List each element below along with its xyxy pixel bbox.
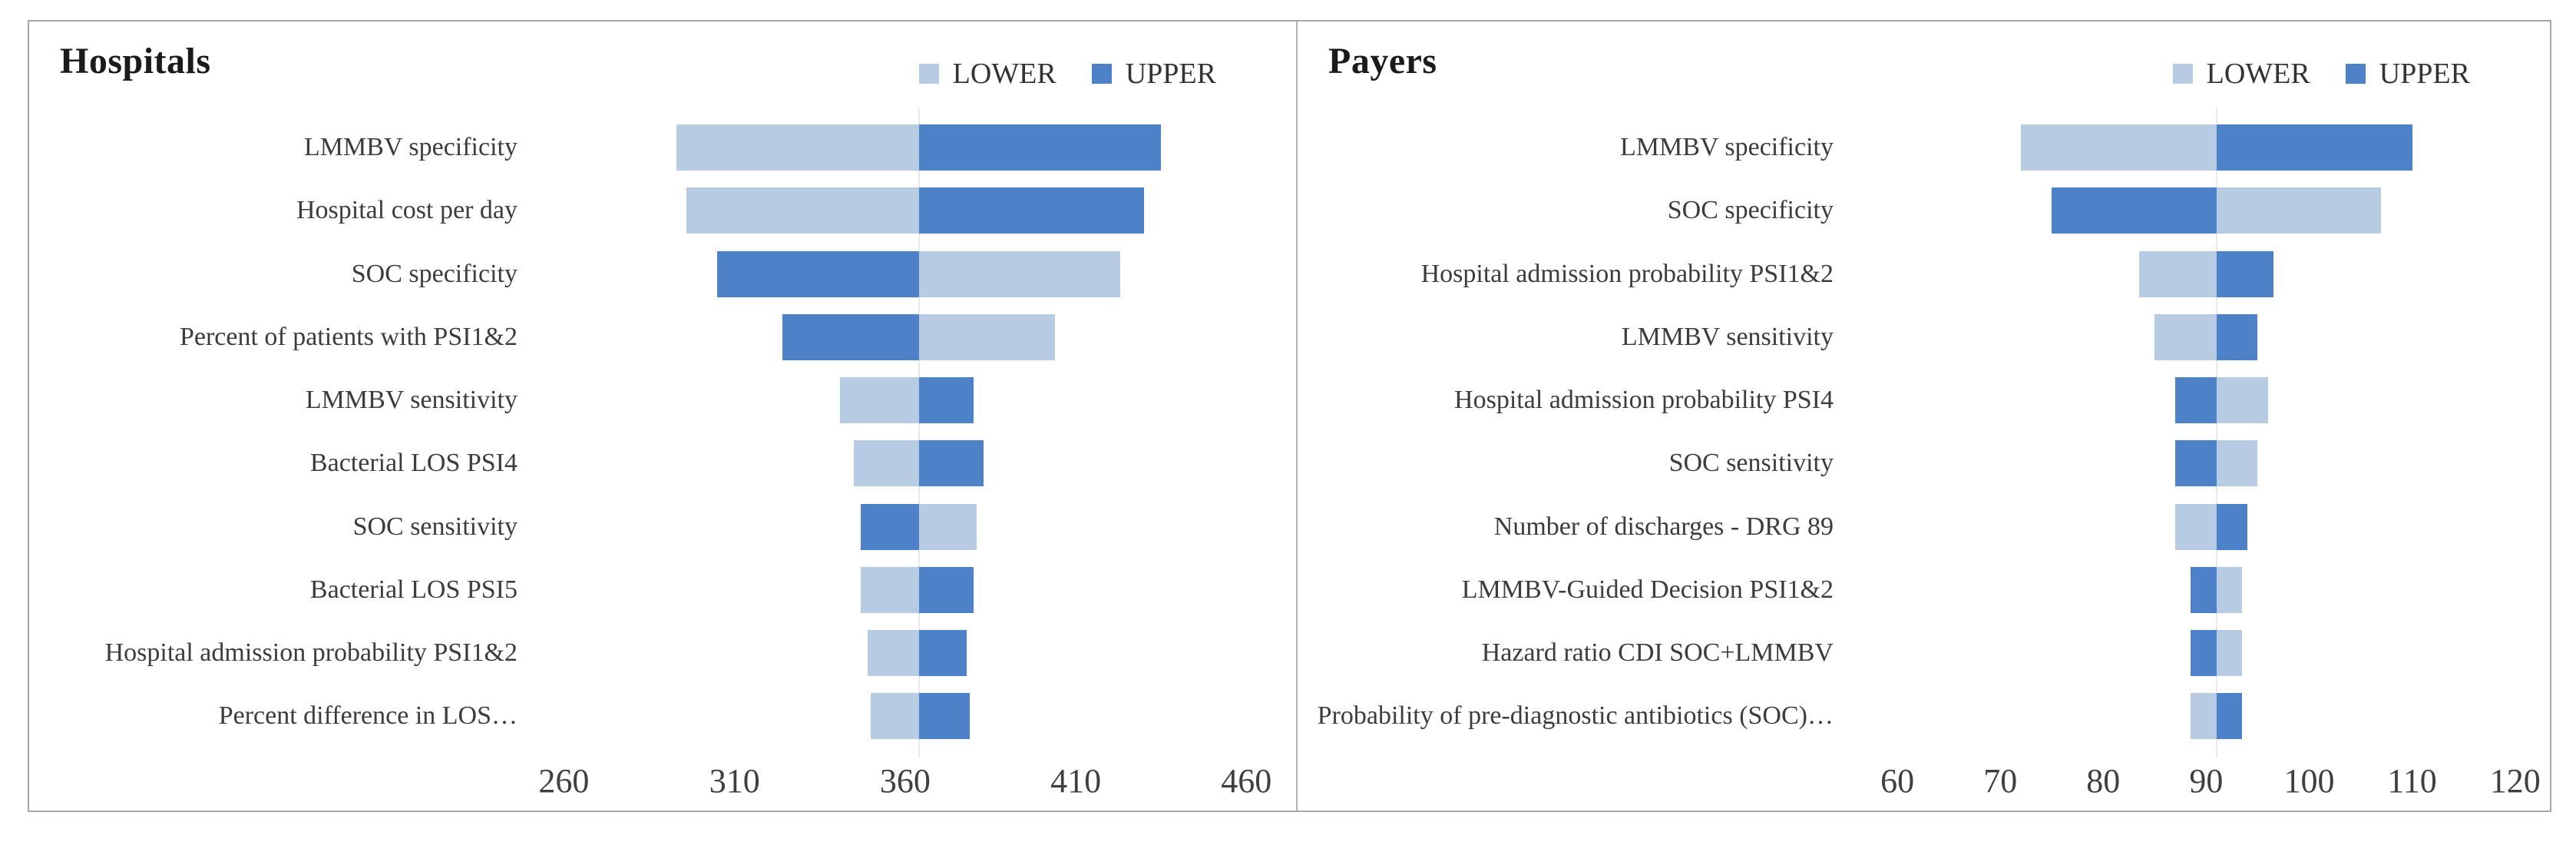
bar-segment-upper (2216, 124, 2412, 171)
category-label: Hospital cost per day (296, 196, 518, 225)
category-label: Hospital admission probability PSI1&2 (1420, 259, 1834, 288)
bar-segment-upper (2216, 503, 2247, 550)
tornado-figure: Hospitals LOWER UPPER LMMBV specificity H… (28, 20, 2551, 812)
bar-segment-lower (2216, 566, 2243, 613)
base-value-gridline (918, 108, 920, 758)
axis-tick-label: 460 (1221, 762, 1272, 800)
bar-segment-upper (2191, 566, 2217, 613)
axis-tick-label: 70 (1983, 762, 2018, 800)
axis-tick-label: 100 (2283, 762, 2335, 800)
category-label: SOC specificity (351, 259, 518, 288)
panel-title-hospitals: Hospitals (60, 41, 211, 81)
category-label: Probability of pre-diagnostic antibiotic… (1317, 701, 1834, 731)
bar-segment-lower (918, 503, 977, 550)
category-label: LMMBV specificity (304, 133, 518, 161)
category-label: LMMBV-Guided Decision PSI1&2 (1461, 575, 1834, 604)
bar-segment-lower (2216, 377, 2268, 423)
axis-tick-label: 110 (2387, 762, 2437, 800)
bar-segment-upper (717, 250, 919, 297)
bar-segment-upper (861, 503, 919, 550)
bar-segment-lower (918, 313, 1056, 360)
legend-entry-lower: LOWER (2172, 57, 2310, 91)
legend-entry-lower: LOWER (918, 57, 1057, 91)
category-label: SOC specificity (1667, 196, 1834, 225)
bar-segment-upper (2175, 440, 2217, 487)
upper-swatch-icon (1091, 64, 1112, 84)
bar-segment-lower (2216, 630, 2243, 676)
category-label: LMMBV sensitivity (1621, 322, 1834, 351)
bar-segment-lower (854, 440, 919, 487)
legend-entry-upper: UPPER (2345, 57, 2470, 91)
bar-segment-lower (686, 187, 919, 234)
bar-segment-upper (782, 313, 919, 360)
lower-swatch-icon (2172, 64, 2193, 84)
bar-segment-upper (918, 693, 971, 740)
axis-tick-label: 120 (2489, 762, 2541, 800)
category-label: Percent difference in LOS… (218, 701, 518, 731)
bar-segment-upper (918, 440, 984, 487)
category-label: LMMBV sensitivity (305, 386, 518, 414)
axis-tick-label: 310 (709, 762, 760, 800)
category-label: SOC sensitivity (352, 512, 518, 541)
legend-hospitals: LOWER UPPER (918, 57, 1216, 91)
axis-tick-label: 260 (538, 762, 590, 800)
legend-label-lower: LOWER (2206, 58, 2310, 90)
legend-payers: LOWER UPPER (2172, 57, 2470, 91)
axis-tick-label: 360 (879, 762, 931, 800)
bar-segment-lower (868, 630, 919, 676)
axis-tick-label: 60 (1880, 762, 1915, 800)
category-label: Percent of patients with PSI1&2 (179, 322, 518, 351)
bar-segment-lower (2175, 503, 2217, 550)
bar-segment-upper (2216, 250, 2273, 297)
bar-segment-lower (2021, 124, 2217, 171)
bar-segment-upper (2052, 187, 2217, 234)
bar-segment-upper (918, 566, 974, 613)
panel-hospitals: Hospitals LOWER UPPER LMMBV specificity H… (29, 22, 1298, 811)
category-label: Hospital admission probability PSI1&2 (104, 638, 518, 667)
legend-label-upper: UPPER (1125, 58, 1216, 90)
lower-swatch-icon (918, 64, 939, 84)
legend-label-lower: LOWER (952, 58, 1057, 90)
bar-segment-lower (676, 124, 919, 171)
bar-segment-lower (871, 693, 919, 740)
category-label: SOC sensitivity (1668, 449, 1834, 478)
bar-segment-lower (840, 377, 919, 423)
upper-swatch-icon (2345, 64, 2366, 84)
bar-segment-lower (2216, 440, 2258, 487)
axis-tick-label: 80 (2086, 762, 2121, 800)
bar-segment-upper (2216, 313, 2258, 360)
panel-title-payers: Payers (1328, 41, 1437, 81)
category-label: Bacterial LOS PSI5 (309, 575, 518, 604)
bar-segment-lower (2139, 250, 2217, 297)
bar-segment-upper (918, 377, 974, 423)
bar-segment-upper (2216, 693, 2243, 740)
base-value-gridline (2215, 108, 2217, 758)
bar-segment-upper (918, 187, 1144, 234)
panel-payers: Payers LOWER UPPER LMMBV specificity SOC … (1298, 22, 2550, 811)
legend-entry-upper: UPPER (1091, 57, 1216, 91)
bar-segment-lower (918, 250, 1120, 297)
axis-tick-label: 410 (1050, 762, 1102, 800)
bar-segment-upper (918, 124, 1162, 171)
category-label: Bacterial LOS PSI4 (309, 449, 518, 478)
bar-segment-upper (918, 630, 967, 676)
bar-segment-lower (2216, 187, 2382, 234)
bar-segment-lower (2154, 313, 2217, 360)
category-label: LMMBV specificity (1620, 133, 1834, 161)
bar-segment-lower (861, 566, 919, 613)
legend-label-upper: UPPER (2379, 58, 2470, 90)
category-label: Number of discharges - DRG 89 (1493, 512, 1834, 541)
category-label: Hospital admission probability PSI4 (1454, 386, 1834, 414)
bar-segment-lower (2191, 693, 2217, 740)
category-label: Hazard ratio CDI SOC+LMMBV (1481, 638, 1834, 667)
bar-segment-upper (2175, 377, 2217, 423)
bar-segment-upper (2191, 630, 2217, 676)
axis-tick-label: 90 (2189, 762, 2224, 800)
